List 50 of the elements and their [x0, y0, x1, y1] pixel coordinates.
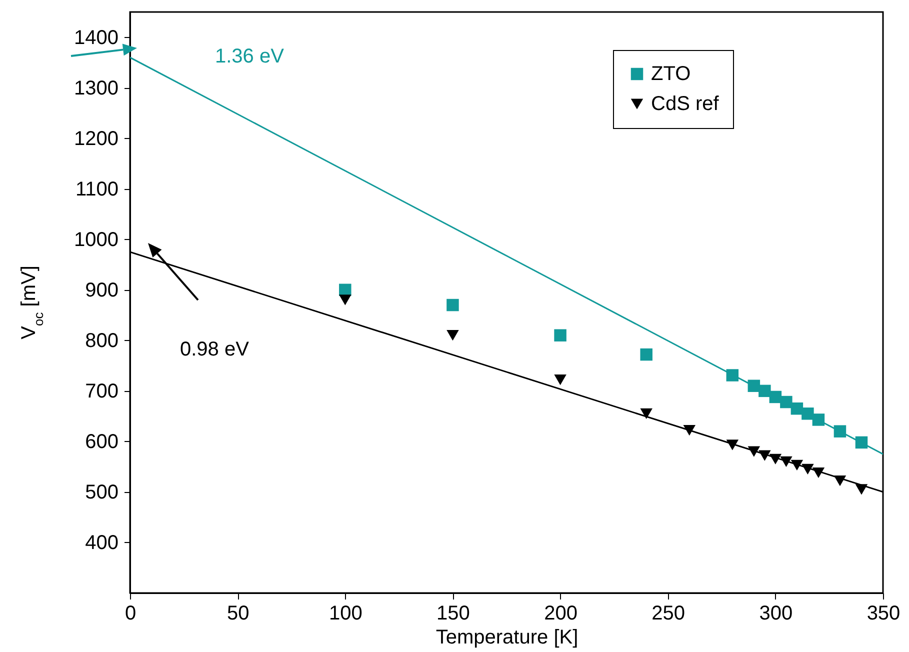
point — [812, 414, 825, 426]
y-tick-label: 700 — [85, 380, 118, 402]
point — [748, 446, 760, 457]
annotation: 1.36 eV — [215, 45, 285, 68]
x-tick-label: 250 — [652, 602, 686, 624]
point — [554, 329, 566, 342]
point — [834, 476, 846, 486]
y-tick-label: 600 — [85, 430, 118, 453]
point — [802, 464, 814, 475]
point — [640, 348, 652, 361]
point — [780, 456, 792, 467]
x-tick-label: 50 — [226, 602, 250, 624]
y-tick-label: 1300 — [74, 77, 118, 100]
point — [790, 460, 804, 470]
point — [554, 374, 566, 386]
point — [446, 298, 459, 312]
point — [834, 425, 846, 438]
legend-label: ZTO — [651, 63, 691, 85]
y-tick-label: 1100 — [75, 178, 118, 200]
legend-label: CdS ref — [651, 93, 720, 115]
point — [726, 440, 739, 450]
y-tick-label: 1200 — [74, 128, 118, 150]
annotation: 0.98 eV — [180, 338, 250, 360]
x-tick-label: 300 — [759, 602, 793, 624]
y-tick-label: 900 — [85, 279, 118, 302]
point — [855, 484, 868, 495]
point — [802, 408, 814, 420]
point — [446, 330, 459, 341]
point — [812, 467, 825, 478]
point — [748, 380, 760, 392]
point — [726, 369, 739, 382]
point — [758, 384, 771, 398]
y-tick-label: 1400 — [74, 26, 118, 49]
point — [758, 450, 771, 461]
x-tick-label: 350 — [866, 602, 900, 624]
point — [780, 396, 792, 408]
x-axis-title: Temperature [K] — [436, 626, 578, 648]
x-tick-label: 100 — [328, 602, 362, 624]
y-tick-label: 500 — [85, 481, 118, 504]
y-tick-label: 1000 — [74, 228, 118, 251]
x-tick-label: 0 — [124, 602, 136, 624]
point — [855, 436, 868, 449]
point — [683, 425, 696, 436]
y-tick-label: 800 — [85, 330, 118, 352]
point — [640, 408, 652, 419]
x-tick-label: 200 — [544, 602, 578, 624]
y-tick-label: 400 — [85, 532, 118, 554]
point — [339, 294, 352, 306]
x-tick-label: 150 — [436, 602, 470, 624]
point — [769, 454, 782, 464]
